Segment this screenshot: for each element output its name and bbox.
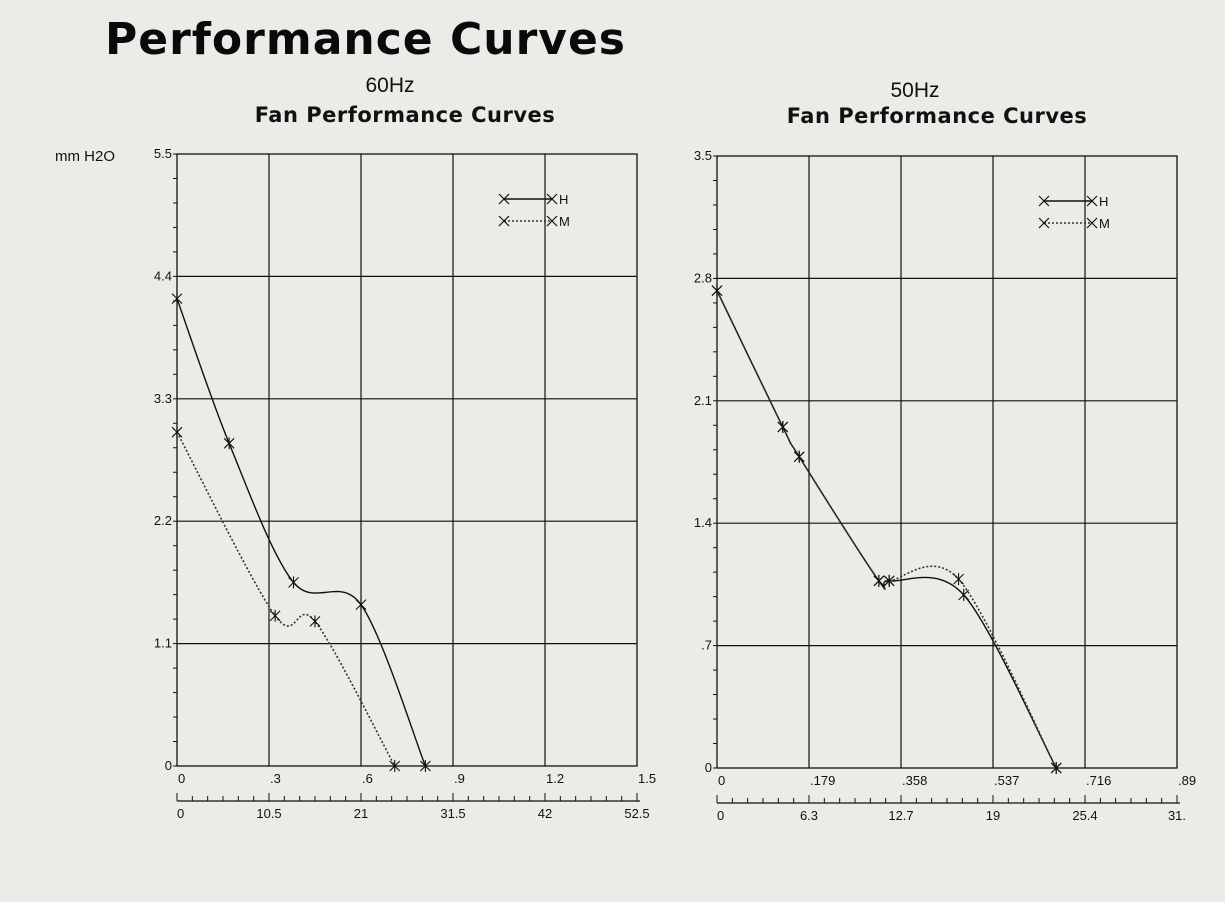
y-tick-label: .7 (701, 638, 712, 653)
secondary-x-tick-label: 0 (177, 806, 184, 821)
series-point-H (171, 292, 183, 305)
y-tick-label: 3.3 (154, 391, 172, 406)
secondary-x-tick-label: 19 (986, 808, 1000, 823)
chart-0: 60Hz Fan Performance Curves mm H2O 0 1.1 2.2 3… (55, 74, 656, 821)
x-tick-label: 1.2 (546, 771, 564, 786)
legend-label-M: M (559, 214, 570, 229)
secondary-x-tick-label: 12.7 (888, 808, 913, 823)
series-point-M (777, 421, 789, 434)
secondary-x-tick-label: 31.5 (440, 806, 465, 821)
series-point-M (873, 574, 885, 587)
x-tick-label: .9 (454, 771, 465, 786)
legend-marker (498, 215, 510, 227)
secondary-x-tick-label: 52.5 (624, 806, 649, 821)
y-tick-label: 0 (705, 760, 712, 775)
y-tick-label: 5.5 (154, 146, 172, 161)
secondary-x-tick-label: 25.4 (1072, 808, 1097, 823)
series-point-M (953, 573, 964, 586)
x-tick-label: .358 (902, 773, 927, 788)
x-tick-label: .716 (1086, 773, 1111, 788)
legend-marker (546, 215, 558, 227)
legend-marker (498, 193, 510, 205)
y-tick-label: 1.4 (694, 515, 712, 530)
legend-label-H: H (559, 192, 568, 207)
series-point-M (309, 615, 321, 628)
legend-marker (1086, 217, 1098, 229)
series-line-M (716, 290, 1057, 769)
legend-marker (1038, 195, 1050, 207)
x-tick-label: 0 (178, 771, 185, 786)
secondary-x-tick-label: 21 (354, 806, 368, 821)
secondary-x-tick-label: 42 (538, 806, 552, 821)
series-line-M (176, 431, 396, 767)
secondary-x-tick-label: 0 (717, 808, 724, 823)
x-tick-label: 1.5 (638, 771, 656, 786)
plot-frame (176, 153, 638, 767)
series-point-M (269, 609, 281, 622)
series-point-M (883, 574, 895, 587)
series-point-M (1050, 762, 1062, 774)
series-point-H (355, 598, 367, 611)
secondary-x-tick-label: 31. (1168, 808, 1186, 823)
legend-marker (1086, 195, 1098, 207)
x-tick-label: .89 (1178, 773, 1196, 788)
y-axis-unit-label: mm H2O (55, 148, 115, 165)
series-point-M (793, 450, 805, 463)
y-tick-label: 0 (165, 758, 172, 773)
chart-frequency-label: 50Hz (890, 79, 939, 102)
chart-title: Fan Performance Curves (255, 103, 556, 127)
y-tick-label: 3.5 (694, 148, 712, 163)
series-line-H (716, 290, 1057, 769)
page-title: Performance Curves (105, 14, 626, 65)
legend-marker (1038, 217, 1050, 229)
series-point-H (223, 437, 235, 450)
secondary-x-tick-label: 10.5 (256, 806, 281, 821)
chart-frequency-label: 60Hz (365, 74, 414, 97)
x-tick-label: .537 (994, 773, 1019, 788)
chart-title: Fan Performance Curves (787, 104, 1088, 128)
x-tick-label: .3 (270, 771, 281, 786)
series-point-H (420, 760, 431, 772)
y-tick-label: 4.4 (154, 268, 172, 283)
plot-frame (716, 155, 1178, 769)
legend-marker (546, 193, 558, 205)
series-line-H (176, 298, 427, 767)
secondary-x-tick-label: 6.3 (800, 808, 818, 823)
y-tick-label: 2.2 (154, 513, 172, 528)
series-point-H (288, 576, 299, 589)
series-point-M (389, 760, 401, 772)
x-tick-label: 0 (718, 773, 725, 788)
series-point-M (171, 426, 183, 439)
legend-label-H: H (1099, 194, 1108, 209)
series-point-M (711, 284, 723, 297)
y-tick-label: 2.8 (694, 270, 712, 285)
legend-label-M: M (1099, 216, 1110, 231)
x-tick-label: .179 (810, 773, 835, 788)
series-point-H (958, 588, 970, 601)
y-tick-label: 2.1 (694, 393, 712, 408)
x-tick-label: .6 (362, 771, 373, 786)
y-tick-label: 1.1 (154, 636, 172, 651)
